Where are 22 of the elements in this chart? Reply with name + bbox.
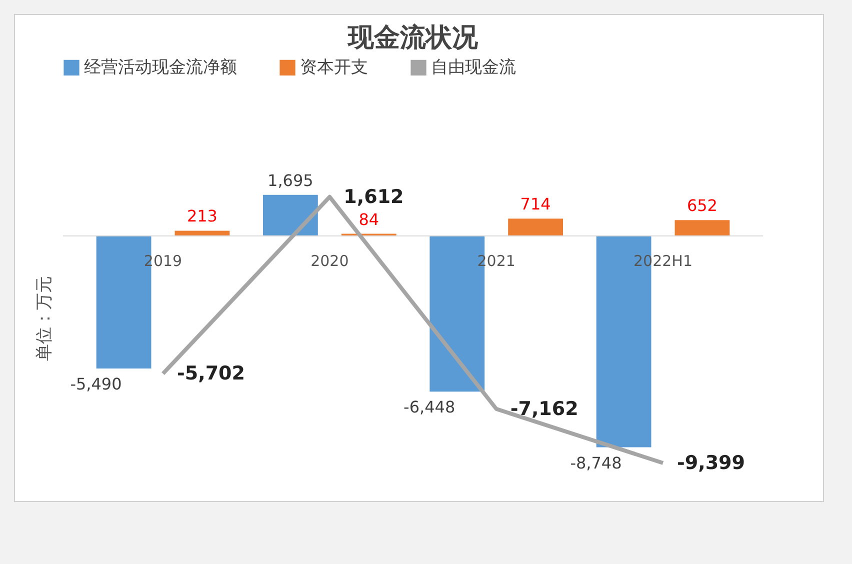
chart-title: 现金流状况 [347,23,479,53]
bar [174,230,230,236]
legend-label: 资本开支 [300,58,368,78]
legend-label: 自由现金流 [431,58,516,78]
data-label: 1,612 [344,186,404,208]
x-tick-label: 2020 [310,252,349,270]
data-label: -5,490 [70,374,122,394]
data-label: -8,748 [570,453,622,472]
data-label: 213 [186,206,218,226]
data-label: -7,162 [510,398,578,420]
data-label: 1,695 [268,170,314,190]
data-label: 84 [358,210,380,229]
legend-label: 经营活动现金流净额 [84,58,237,78]
bar [674,220,730,236]
bar [263,194,318,236]
data-label: 652 [686,196,718,216]
data-label: -9,399 [677,452,745,474]
y-axis-title: 单位：万元 [34,276,54,361]
data-label: -6,448 [404,398,456,417]
bar [508,218,563,236]
data-label: 714 [520,194,551,214]
data-label: -5,702 [177,362,245,385]
